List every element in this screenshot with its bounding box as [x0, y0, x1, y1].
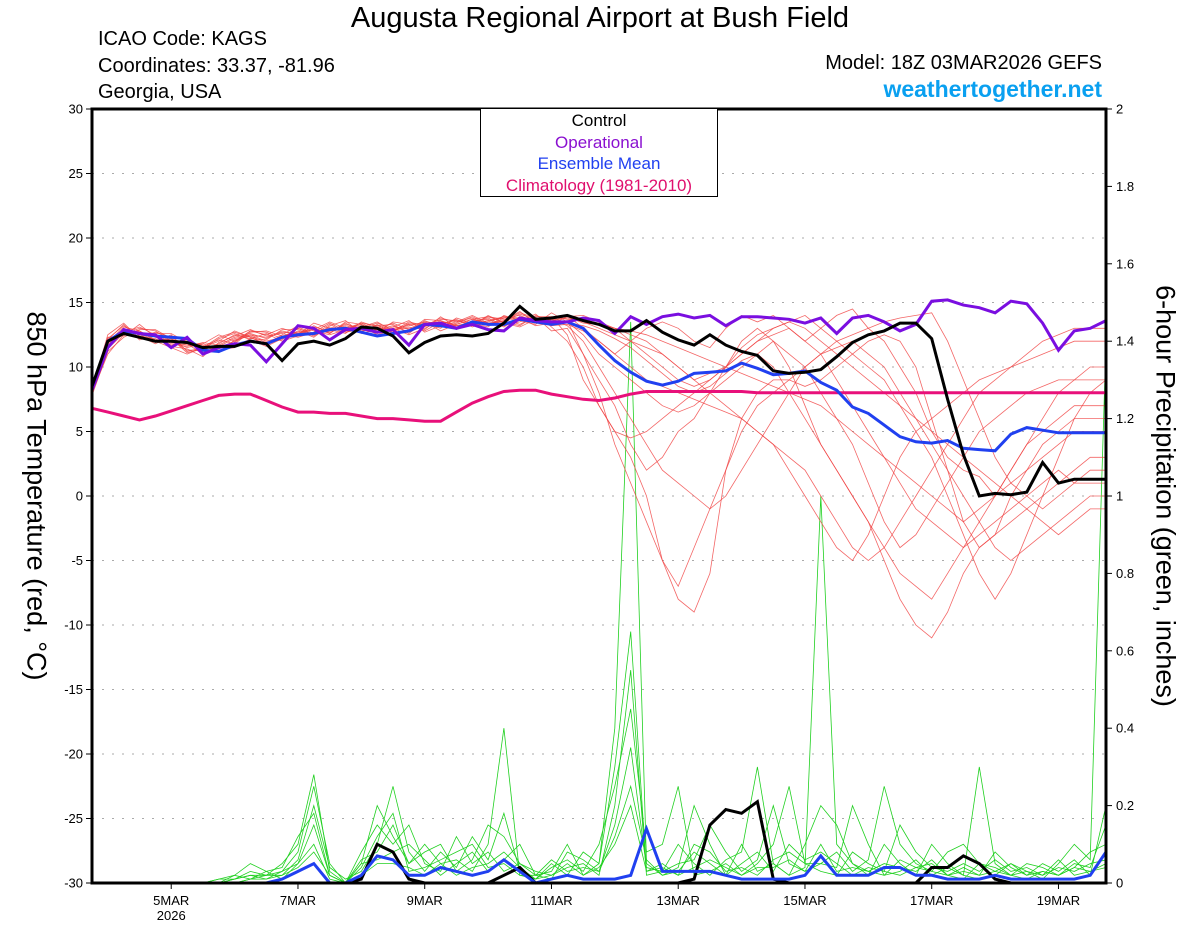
- y-tick-label-left: -30: [64, 876, 83, 891]
- y-tick-label-right: 0.6: [1116, 643, 1134, 658]
- legend-operational: Operational: [555, 132, 643, 152]
- y-tick-label-left: 20: [69, 231, 83, 246]
- chart-title: Augusta Regional Airport at Bush Field: [350, 2, 850, 34]
- temp-member-line: [91, 316, 1106, 588]
- y-tick-label-left: -15: [64, 682, 83, 697]
- legend: Control Operational Ensemble Mean Climat…: [480, 109, 718, 197]
- y-tick-label-right: 0.8: [1116, 566, 1134, 581]
- y-tick-label-right: 1.2: [1116, 411, 1134, 426]
- x-tick-label: 15MAR: [783, 893, 826, 908]
- y-tick-label-left: -20: [64, 747, 83, 762]
- x-tick-label: 13MAR: [657, 893, 700, 908]
- precip-member-line: [92, 631, 1107, 884]
- y-tick-label-right: 0.2: [1116, 798, 1134, 813]
- model-run: Model: 18Z 03MAR2026 GEFS: [825, 52, 1102, 74]
- coordinates: Coordinates: 33.37, -81.96: [98, 55, 335, 77]
- y-tick-label-right: 1.8: [1116, 179, 1134, 194]
- x-tick-label: 9MAR: [407, 893, 443, 908]
- y-axis-label-right: 6-hour Precipitation (green, inches): [1150, 285, 1181, 707]
- y-tick-label-right: 1: [1116, 489, 1123, 504]
- temp-member-line: [91, 314, 1107, 600]
- region: Georgia, USA: [98, 81, 222, 103]
- y-tick-label-right: 0: [1116, 876, 1123, 891]
- temp-member-line: [91, 316, 1106, 600]
- temp-member-line: [91, 313, 1106, 562]
- control-line: [90, 304, 1106, 498]
- temp-member-line: [91, 316, 1106, 639]
- operational-line: [90, 298, 1107, 391]
- y-tick-label-left: -25: [64, 811, 83, 826]
- y-axis-label-left: 850 hPa Temperature (red, °C): [21, 311, 52, 681]
- x-tick-label: 5MAR: [153, 893, 189, 908]
- legend-ensemble-mean: Ensemble Mean: [537, 154, 661, 173]
- precip-member-line: [92, 728, 1107, 884]
- precip-member-line: [92, 670, 1107, 884]
- icao-code: ICAO Code: KAGS: [98, 28, 267, 50]
- temp-member-line: [91, 312, 1106, 549]
- legend-climatology: Climatology (1981-2010): [505, 175, 693, 195]
- y-tick-label-left: -10: [64, 618, 83, 633]
- y-tick-label-left: 0: [76, 489, 83, 504]
- precip-member-line: [92, 804, 1107, 884]
- temp-member-line: [91, 316, 1106, 562]
- climatology-line: [91, 388, 1106, 423]
- y-tick-label-right: 1.4: [1116, 334, 1134, 349]
- y-tick-label-left: 10: [69, 360, 83, 375]
- y-tick-label-left: 15: [69, 295, 83, 310]
- y-tick-label-left: -5: [71, 553, 83, 568]
- y-tick-label-right: 0.4: [1116, 721, 1134, 736]
- site-link[interactable]: weathertogether.net: [883, 76, 1102, 102]
- temp-members: [91, 308, 1107, 639]
- y-tick-label-right: 1.6: [1116, 256, 1134, 271]
- temp-member-line: [91, 314, 1106, 613]
- y-tick-label-left: 5: [76, 424, 83, 439]
- main-lines: [90, 298, 1108, 885]
- y-tick-label-right: 2: [1116, 102, 1123, 117]
- temp-member-line: [91, 316, 1106, 549]
- x-tick-label: 7MAR: [280, 893, 316, 908]
- y-tick-label-left: 30: [69, 102, 83, 117]
- grid-lines: [92, 173, 1106, 819]
- x-tick-label: 17MAR: [910, 893, 953, 908]
- x-tick-label: 11MAR: [530, 893, 572, 908]
- legend-control: Control: [571, 111, 627, 130]
- x-tick-sublabel: 2026: [157, 908, 186, 923]
- precip-member-line: [92, 708, 1107, 884]
- x-tick-label: 19MAR: [1037, 893, 1080, 908]
- y-tick-label-left: 25: [69, 166, 83, 181]
